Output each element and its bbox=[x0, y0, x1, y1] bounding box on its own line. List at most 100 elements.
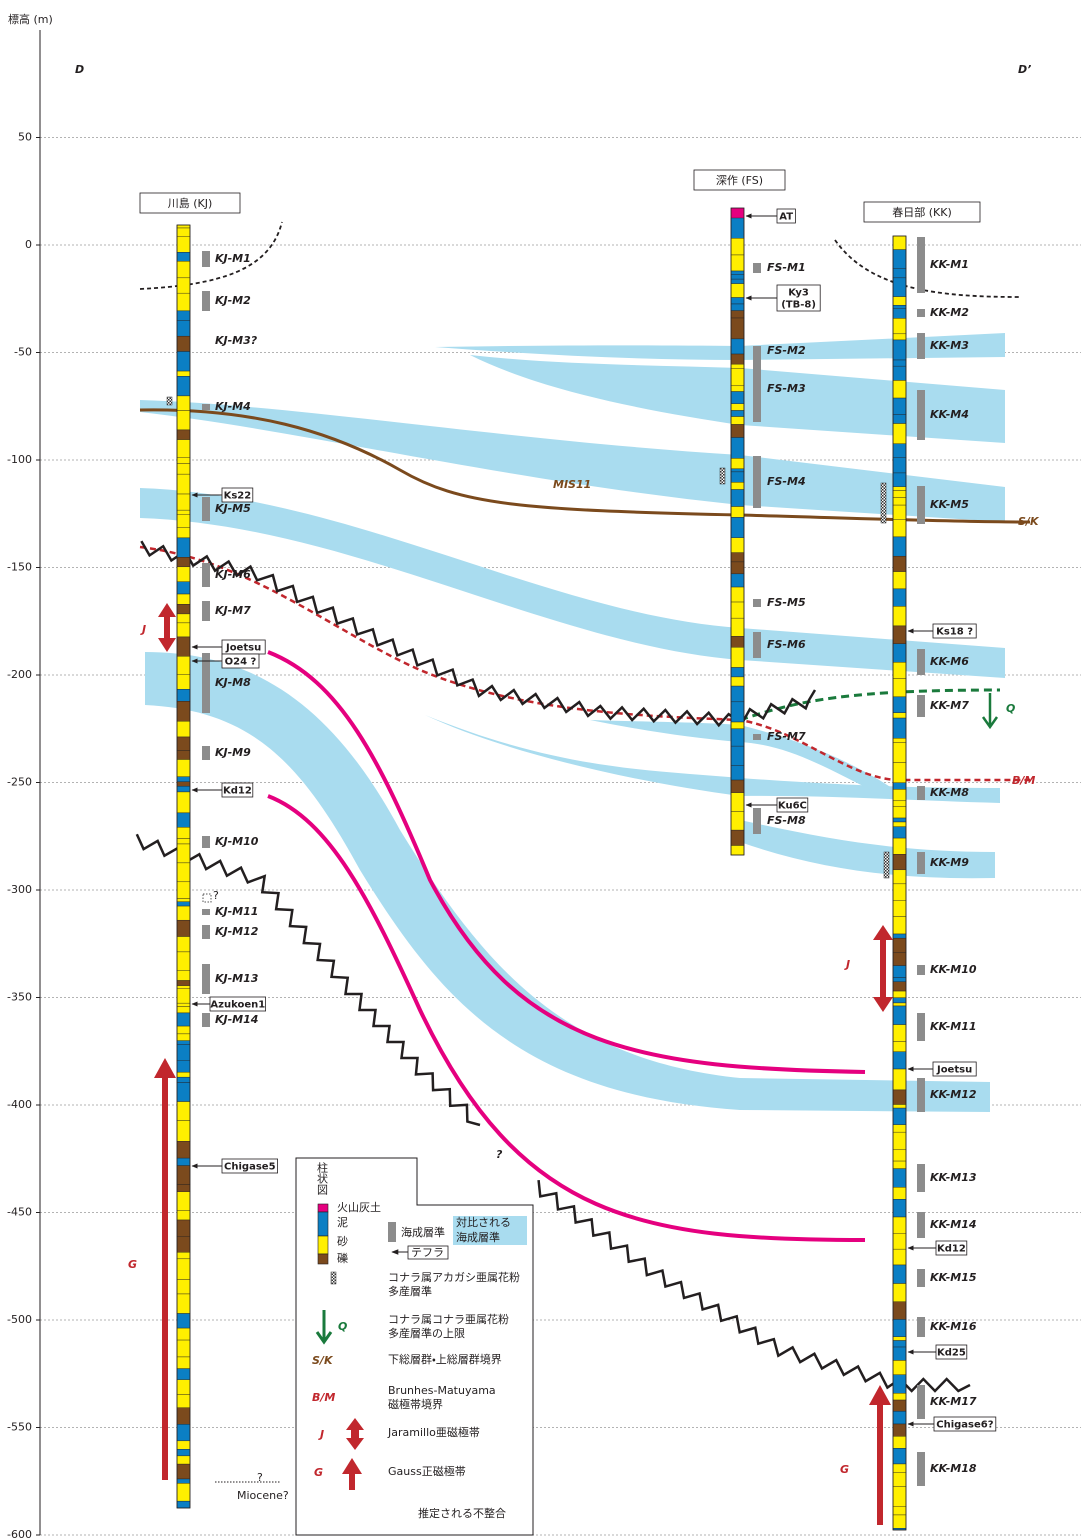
lith-segment bbox=[176, 439, 191, 458]
lith-segment bbox=[730, 552, 745, 563]
lith-segment bbox=[730, 270, 745, 275]
legend-text: Jaramillo亜磁極帯 bbox=[387, 1425, 480, 1439]
lith-segment bbox=[176, 1368, 191, 1380]
lith-segment bbox=[176, 581, 191, 595]
legend-text: コナラ属コナラ亜属花粉 bbox=[388, 1313, 509, 1326]
tephra-label: Joetsu bbox=[936, 1065, 972, 1076]
lith-segment bbox=[730, 363, 745, 369]
layer-label: KJ-M3? bbox=[215, 334, 258, 347]
lith-segment bbox=[730, 676, 745, 687]
lith-segment bbox=[892, 1131, 907, 1151]
lith-segment bbox=[730, 368, 745, 387]
lith-segment bbox=[176, 636, 191, 657]
legend-symbol: J bbox=[318, 1428, 324, 1441]
marine-swatch bbox=[388, 1222, 396, 1242]
lith-segment bbox=[176, 310, 191, 321]
lith-segment bbox=[730, 303, 745, 311]
lith-segment bbox=[176, 557, 191, 568]
layer-label: KJ-M8 bbox=[215, 676, 251, 689]
layer-label: KK-M10 bbox=[930, 963, 977, 976]
lith-segment bbox=[176, 1478, 191, 1484]
lith-segment bbox=[892, 1248, 907, 1266]
lith-segment bbox=[892, 1168, 907, 1188]
lith-segment bbox=[730, 721, 745, 729]
tephra-label: (TB-8) bbox=[781, 300, 816, 311]
marine-bar bbox=[202, 746, 210, 760]
lith-segment bbox=[892, 1346, 907, 1361]
lith-segment bbox=[176, 1258, 191, 1280]
lith-segment bbox=[892, 1283, 907, 1302]
lith-segment bbox=[730, 254, 745, 272]
marine-bar bbox=[917, 1317, 925, 1337]
lith-segment bbox=[730, 385, 745, 392]
lith-segment bbox=[730, 573, 745, 588]
marine-bar bbox=[917, 1452, 925, 1486]
lith-segment bbox=[176, 1313, 191, 1329]
tephra-box bbox=[932, 1061, 977, 1077]
lith-segment bbox=[176, 1424, 191, 1442]
sk-label: S/K bbox=[1018, 515, 1040, 528]
lith-segment bbox=[730, 647, 745, 668]
lith-segment bbox=[176, 898, 191, 902]
lith-segment bbox=[176, 980, 191, 986]
tephra-box bbox=[221, 487, 254, 503]
lith-segment bbox=[176, 1483, 191, 1502]
lith-segment bbox=[176, 252, 191, 262]
lith-segment bbox=[730, 765, 745, 781]
y-tick-label: -350 bbox=[7, 991, 32, 1004]
lith-segment bbox=[176, 1379, 191, 1395]
lith-segment bbox=[730, 317, 745, 340]
lith-segment bbox=[892, 318, 907, 335]
lith-segment bbox=[176, 351, 191, 372]
lith-segment bbox=[730, 217, 745, 239]
y-axis: 標高 (m) 50 0 -50 -100 -150 -200 -250 -300 -350 -40… bbox=[7, 12, 53, 1540]
band-swatch bbox=[453, 1216, 527, 1245]
lith-segment bbox=[730, 391, 745, 404]
column-outline bbox=[730, 207, 745, 856]
layer-label: KK-M14 bbox=[930, 1218, 977, 1231]
lith-segment bbox=[730, 617, 745, 637]
lith-segment bbox=[176, 1082, 191, 1102]
lith-segment bbox=[730, 274, 745, 280]
y-tick-label: -550 bbox=[7, 1421, 32, 1434]
lith-segment bbox=[892, 536, 907, 557]
marine-bar bbox=[917, 1013, 925, 1041]
layer-label: KK-M15 bbox=[930, 1271, 977, 1284]
y-tick-label: -50 bbox=[14, 346, 32, 359]
lith-segment bbox=[176, 1076, 191, 1083]
lith-segment bbox=[892, 742, 907, 763]
lith-segment bbox=[176, 1356, 191, 1369]
column-outline bbox=[176, 224, 191, 1509]
legend-title: 柱状図 bbox=[316, 1161, 329, 1195]
lith-segment bbox=[730, 278, 745, 284]
lith-segment bbox=[892, 1393, 907, 1401]
legend-text: 泥 bbox=[337, 1216, 348, 1229]
lith-segment bbox=[730, 353, 745, 365]
axis-label: 標高 (m) bbox=[8, 12, 53, 26]
lith-segment bbox=[730, 489, 745, 507]
lith-segment bbox=[176, 277, 191, 294]
tephra-label: Chigase5 bbox=[224, 1162, 276, 1173]
lith-segment bbox=[730, 297, 745, 305]
marine-bar bbox=[917, 1078, 925, 1112]
layer-label: KK-M7 bbox=[930, 699, 969, 712]
lith-segment bbox=[730, 517, 745, 538]
marine-bar bbox=[202, 909, 210, 915]
legend-text: 砂 bbox=[337, 1235, 348, 1248]
lith-segment bbox=[892, 837, 907, 855]
tephra-box bbox=[776, 208, 796, 224]
lith-segment bbox=[892, 900, 907, 917]
tephra-label: Ku6C bbox=[778, 801, 807, 812]
lith-segment bbox=[176, 1449, 191, 1457]
lith-segment bbox=[892, 1216, 907, 1234]
lith-segment bbox=[892, 1002, 907, 1007]
lith-segment bbox=[176, 759, 191, 777]
marine-bar bbox=[202, 404, 210, 410]
lith-segment bbox=[892, 916, 907, 935]
lith-segment bbox=[730, 845, 745, 856]
y-tick-label: -100 bbox=[7, 453, 32, 466]
q-arrow bbox=[981, 693, 999, 730]
marine-bar bbox=[753, 734, 761, 740]
lith-segment bbox=[176, 1071, 191, 1078]
